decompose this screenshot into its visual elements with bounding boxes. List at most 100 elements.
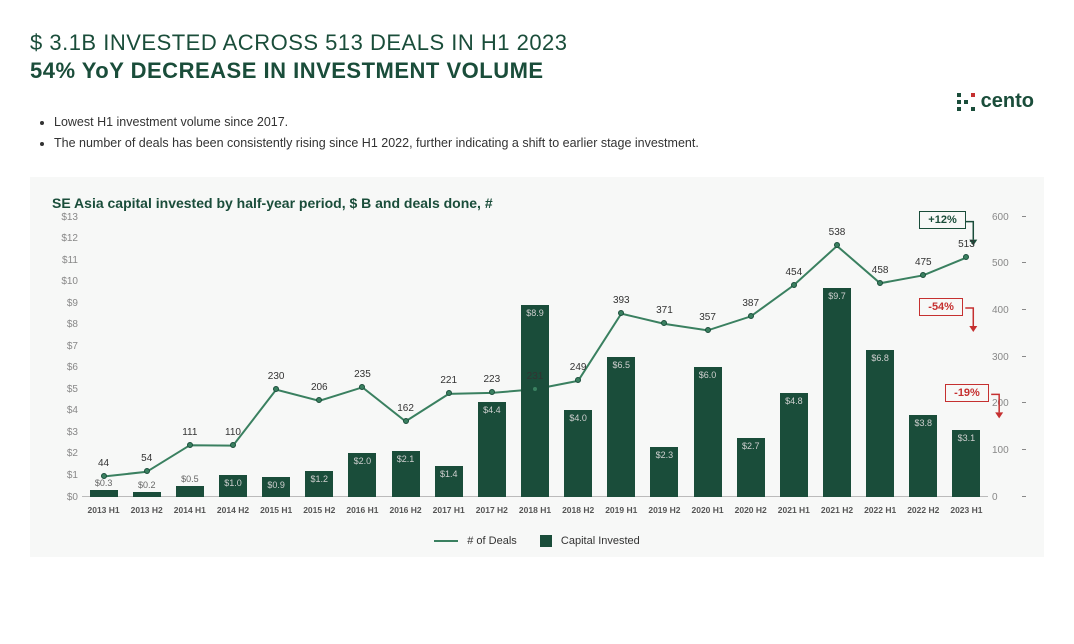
- deals-point: [877, 280, 883, 286]
- capital-bar-label: $8.9: [513, 308, 557, 318]
- capital-bar-label: $2.3: [642, 450, 686, 460]
- legend-capital-label: Capital Invested: [561, 535, 640, 547]
- deals-point-label: 206: [299, 382, 339, 393]
- deals-point-label: 357: [688, 312, 728, 323]
- y-left-tick: $10: [52, 276, 78, 287]
- deals-point: [791, 282, 797, 288]
- legend-bar-swatch: [540, 535, 552, 547]
- y-left-tick: $7: [52, 341, 78, 352]
- logo: cento: [957, 90, 1034, 113]
- x-axis-label: 2022 H2: [901, 505, 945, 515]
- y-left-tick: $9: [52, 298, 78, 309]
- cento-logo-icon: [957, 93, 975, 111]
- y-right-tick: 0: [992, 492, 1022, 503]
- deals-point: [748, 313, 754, 319]
- x-axis-label: 2017 H2: [470, 505, 514, 515]
- deals-point-label: 223: [472, 374, 512, 385]
- title-line-1: $ 3.1B INVESTED ACROSS 513 DEALS IN H1 2…: [30, 30, 1044, 56]
- deals-point-label: 230: [256, 371, 296, 382]
- bullet-list: Lowest H1 investment volume since 2017. …: [40, 112, 1044, 155]
- x-axis-label: 2019 H2: [642, 505, 686, 515]
- capital-bar-label: $6.5: [599, 360, 643, 370]
- x-axis-label: 2019 H1: [599, 505, 643, 515]
- x-axis-label: 2021 H2: [815, 505, 859, 515]
- deals-point-label: 111: [170, 427, 210, 438]
- logo-text: cento: [981, 90, 1034, 113]
- deals-point: [101, 473, 107, 479]
- deals-point-label: 249: [558, 362, 598, 373]
- x-axis-label: 2013 H2: [125, 505, 169, 515]
- title-line-2: 54% YoY DECREASE IN INVESTMENT VOLUME: [30, 58, 1044, 84]
- deals-point-label: 387: [731, 298, 771, 309]
- deals-point-label: 54: [127, 453, 167, 464]
- deals-point-label: 221: [429, 375, 469, 386]
- deals-point-label: 44: [84, 458, 124, 469]
- capital-bar-label: $1.4: [427, 469, 471, 479]
- x-axis-label: 2018 H2: [556, 505, 600, 515]
- capital-bar: [521, 305, 549, 497]
- legend-deals-label: # of Deals: [467, 535, 517, 547]
- deals-point-label: 454: [774, 267, 814, 278]
- deals-point-label: 458: [860, 265, 900, 276]
- x-axis-label: 2020 H2: [729, 505, 773, 515]
- y-left-tick: $4: [52, 405, 78, 416]
- capital-bar-label: $4.0: [556, 413, 600, 423]
- capital-bar-label: $3.1: [944, 433, 988, 443]
- capital-bar: [780, 393, 808, 496]
- capital-bar-label: $9.7: [815, 291, 859, 301]
- capital-bar-label: $4.4: [470, 405, 514, 415]
- capital-bar-label: $0.3: [82, 478, 126, 488]
- y-right-tick: 100: [992, 445, 1022, 456]
- capital-bar-label: $3.8: [901, 418, 945, 428]
- capital-bar: [478, 402, 506, 497]
- capital-bar-label: $2.7: [729, 441, 773, 451]
- y-right-tick: 500: [992, 258, 1022, 269]
- capital-bar: [133, 492, 161, 496]
- x-axis-label: 2017 H1: [427, 505, 471, 515]
- capital-bar: [90, 490, 118, 496]
- capital-bar: [607, 357, 635, 497]
- y-axis-left: $0$1$2$3$4$5$6$7$8$9$10$11$12$13: [52, 217, 78, 497]
- capital-bar: [866, 350, 894, 496]
- y-left-tick: $11: [52, 255, 78, 266]
- deals-point: [144, 468, 150, 474]
- deals-point: [705, 327, 711, 333]
- deals-point: [532, 386, 538, 392]
- capital-bar-label: $0.5: [168, 474, 212, 484]
- chart-title: SE Asia capital invested by half-year pe…: [52, 195, 1022, 211]
- chart-plot: $0$1$2$3$4$5$6$7$8$9$10$11$12$13 0100200…: [52, 217, 1022, 517]
- chart-legend: # of Deals Capital Invested: [52, 535, 1022, 547]
- deals-point-label: 371: [644, 305, 684, 316]
- capital-bar-label: $2.0: [340, 456, 384, 466]
- x-axis-label: 2020 H1: [686, 505, 730, 515]
- y-left-tick: $13: [52, 212, 78, 223]
- legend-line-swatch: [434, 540, 458, 542]
- deals-point-label: 162: [386, 403, 426, 414]
- x-axis-label: 2015 H1: [254, 505, 298, 515]
- y-axis-right: 0100200300400500600: [992, 217, 1022, 497]
- y-left-tick: $3: [52, 427, 78, 438]
- y-right-tick: 300: [992, 352, 1022, 363]
- capital-bar: [176, 486, 204, 497]
- y-right-tick: 400: [992, 305, 1022, 316]
- x-axis-label: 2023 H1: [944, 505, 988, 515]
- capital-bar-label: $1.0: [211, 478, 255, 488]
- deals-point-label: 393: [601, 295, 641, 306]
- capital-bar-label: $1.2: [297, 474, 341, 484]
- chart-container: SE Asia capital invested by half-year pe…: [30, 177, 1044, 557]
- x-axis-label: 2014 H1: [168, 505, 212, 515]
- bullet-item: The number of deals has been consistentl…: [54, 133, 1044, 154]
- x-axis-label: 2014 H2: [211, 505, 255, 515]
- x-axis-label: 2016 H2: [384, 505, 428, 515]
- capital-bar-label: $6.0: [686, 370, 730, 380]
- bullet-item: Lowest H1 investment volume since 2017.: [54, 112, 1044, 133]
- deals-point: [403, 418, 409, 424]
- callout-label: -54%: [919, 298, 963, 316]
- deals-point: [187, 442, 193, 448]
- deals-point-label: 513: [946, 239, 986, 250]
- deals-point-label: 231: [515, 371, 555, 382]
- y-left-tick: $0: [52, 492, 78, 503]
- capital-bar-label: $4.8: [772, 396, 816, 406]
- deals-point-label: 538: [817, 227, 857, 238]
- deals-point-label: 235: [342, 369, 382, 380]
